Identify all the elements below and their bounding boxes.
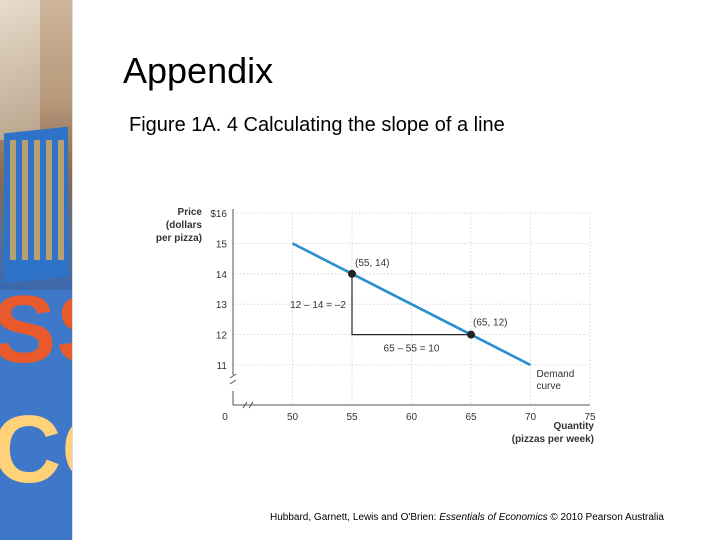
photo-letters-bottom: CO <box>0 396 72 503</box>
x-axis-break <box>242 401 254 409</box>
photo-letters-top: SS <box>0 276 72 383</box>
point-label: (55, 14) <box>355 258 389 269</box>
photo-background <box>0 290 72 540</box>
y-tick-label: 11 <box>217 361 228 372</box>
decorative-book-photo: SS CO <box>0 0 72 540</box>
x-axis-label: (pizzas per week) <box>512 434 594 445</box>
data-point <box>348 269 356 278</box>
x-tick-label: 0 <box>222 412 228 423</box>
photo-shirt <box>0 0 40 140</box>
y-tick-label: 14 <box>216 270 228 281</box>
x-axis-label: Quantity <box>553 421 594 432</box>
y-axis-label: per pizza) <box>156 233 202 244</box>
x-tick-label: 75 <box>584 412 596 423</box>
footer-book-title: Essentials of Economics <box>439 512 548 523</box>
demand-curve-line <box>291 242 532 367</box>
data-point <box>467 330 475 339</box>
point-label: (65, 12) <box>473 318 507 329</box>
photo-book-title <box>10 140 64 260</box>
y-tick-label: 12 <box>216 331 228 342</box>
slide-title: Appendix <box>123 50 274 91</box>
y-axis-label: (dollars <box>166 220 203 231</box>
copyright-footer: Hubbard, Garnett, Lewis and O'Brien: Ess… <box>270 512 664 523</box>
footer-authors: Hubbard, Garnett, Lewis and O'Brien: <box>270 512 440 523</box>
x-tick-label: 50 <box>287 412 299 423</box>
curve-label: curve <box>537 381 562 392</box>
y-tick-label: $16 <box>210 209 227 220</box>
x-tick-label: 60 <box>406 412 418 423</box>
rise-annotation: 12 – 14 = –2 <box>290 300 346 311</box>
y-tick-label: 15 <box>216 239 228 250</box>
strip-divider <box>72 0 73 540</box>
footer-rest: © 2010 Pearson Australia <box>547 512 664 523</box>
x-tick-label: 70 <box>525 412 537 423</box>
slope-triangle <box>351 273 471 336</box>
y-tick-label: 13 <box>216 300 228 311</box>
run-annotation: 65 – 55 = 10 <box>384 344 440 355</box>
slope-chart: $16 15 14 13 12 11 0 50 55 60 65 70 75 Price (dollars p… <box>156 207 596 445</box>
figure-caption: Figure 1A. 4 Calculating the slope of a … <box>129 114 505 136</box>
x-tick-label: 65 <box>465 412 477 423</box>
curve-label: Demand <box>537 369 575 380</box>
x-tick-label: 55 <box>346 412 358 423</box>
y-axis-break <box>229 373 237 385</box>
y-axis-label: Price <box>178 207 203 218</box>
